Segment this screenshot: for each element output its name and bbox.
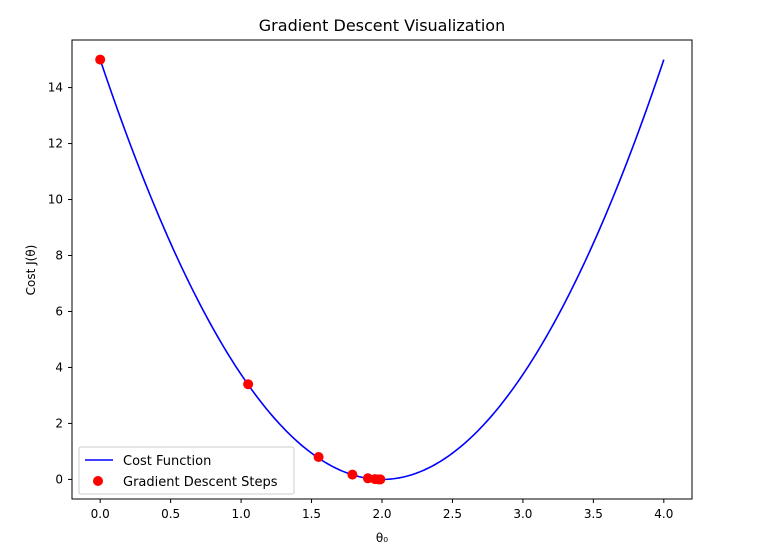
descent-points-layer <box>95 54 386 485</box>
y-tick-label: 12 <box>48 137 63 151</box>
descent-step-point <box>313 452 324 463</box>
y-tick-label: 6 <box>55 304 63 318</box>
x-tick-label: 3.5 <box>584 507 603 521</box>
y-tick-label: 8 <box>55 249 63 263</box>
x-tick-label: 1.0 <box>232 507 251 521</box>
y-tick-label: 14 <box>48 81 63 95</box>
y-tick-label: 10 <box>48 193 63 207</box>
legend-descent-steps-label: Gradient Descent Steps <box>123 475 278 490</box>
legend-descent-steps-swatch <box>93 476 103 486</box>
legend: Cost Function Gradient Descent Steps <box>78 446 295 495</box>
descent-step-point <box>347 469 358 480</box>
x-tick-label: 2.5 <box>443 507 462 521</box>
y-tick-label: 4 <box>55 360 63 374</box>
x-axis-ticks: 0.0 0.5 1.0 1.5 2.0 2.5 3.0 3.5 4.0 <box>91 499 673 521</box>
descent-step-point <box>375 474 386 485</box>
plot-area <box>95 54 665 485</box>
descent-step-point <box>243 379 254 390</box>
y-tick-label: 2 <box>55 416 63 430</box>
x-tick-label: 0.0 <box>91 507 110 521</box>
x-axis-label: θ₀ <box>376 531 388 545</box>
chart-title: Gradient Descent Visualization <box>259 16 505 35</box>
legend-cost-function-label: Cost Function <box>123 454 211 469</box>
y-axis-ticks: 0 2 4 6 8 10 12 14 <box>48 81 72 486</box>
x-tick-label: 3.0 <box>513 507 532 521</box>
x-tick-label: 2.0 <box>372 507 391 521</box>
y-tick-label: 0 <box>55 472 63 486</box>
x-tick-label: 0.5 <box>161 507 180 521</box>
x-tick-label: 1.5 <box>302 507 321 521</box>
x-tick-label: 4.0 <box>654 507 673 521</box>
y-axis-label: Cost J(θ) <box>24 245 38 296</box>
descent-step-point <box>95 54 106 65</box>
legend-box <box>78 446 295 495</box>
